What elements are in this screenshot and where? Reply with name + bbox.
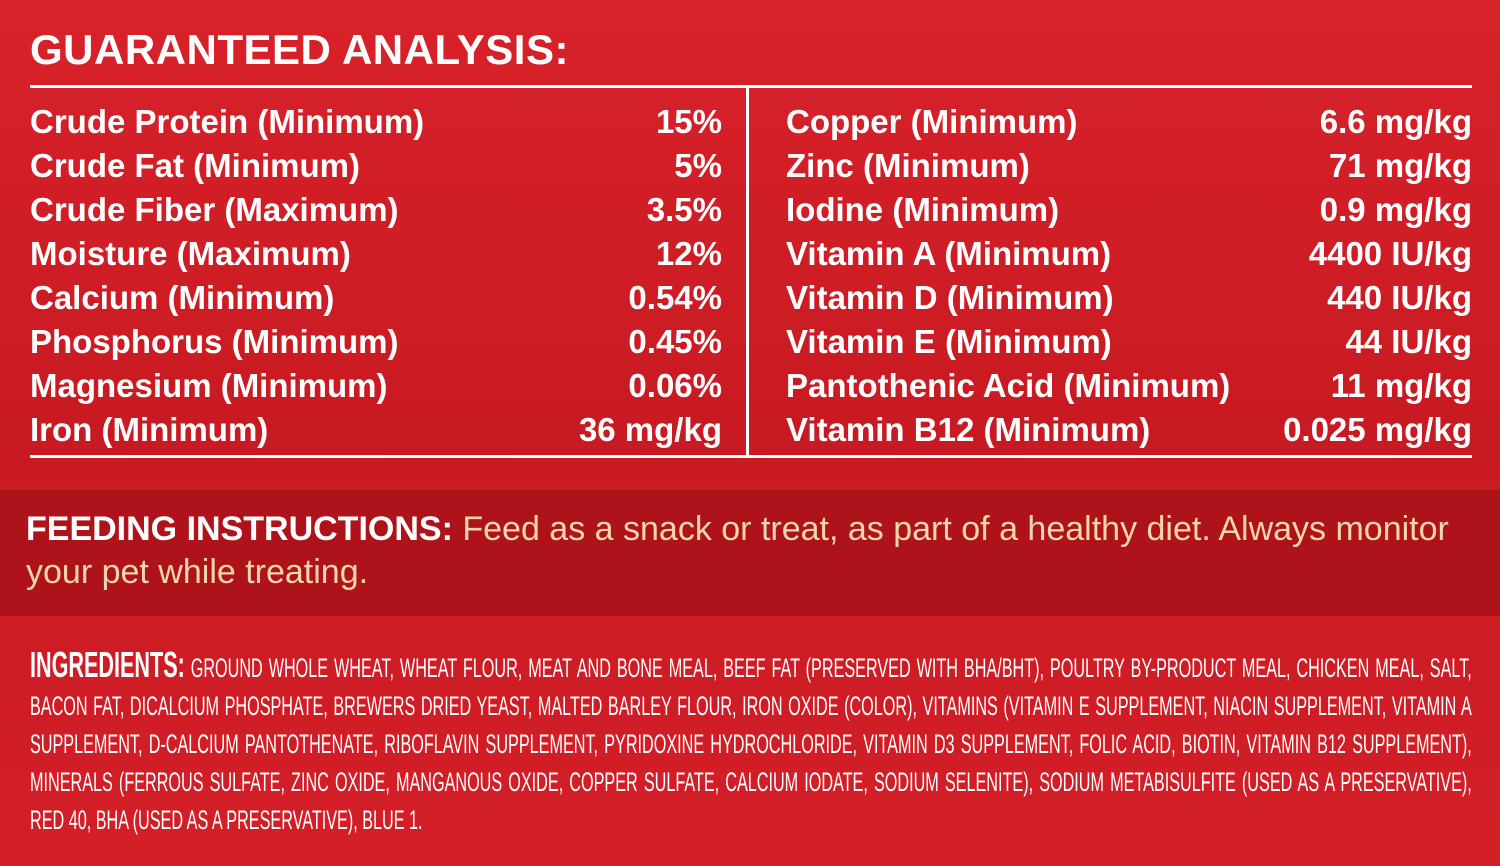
nutrient-value: 4400 IU/kg <box>1308 235 1472 272</box>
ingredients-label: INGREDIENTS: <box>30 646 185 685</box>
nutrient-name: Vitamin A (Minimum) <box>786 235 1112 272</box>
nutrient-value: 0.9 mg/kg <box>1319 191 1472 228</box>
nutrient-value: 36 mg/kg <box>578 411 722 448</box>
right-column: Copper (Minimum) 6.6 mg/kg Zinc (Minimum) 7… <box>786 100 1472 452</box>
analysis-row: Vitamin E (Minimum) 44 IU/kg <box>786 320 1472 364</box>
nutrient-name: Pantothenic Acid (Minimum) <box>786 367 1231 404</box>
nutrient-value: 0.54% <box>628 279 722 316</box>
nutrient-name: Zinc (Minimum) <box>786 147 1030 184</box>
analysis-title: GUARANTEED ANALYSIS: <box>30 26 569 73</box>
left-column: Crude Protein (Minimum) 15% Crude Fat (Min… <box>30 100 722 452</box>
nutrient-value: 0.45% <box>628 323 722 360</box>
analysis-row: Crude Protein (Minimum) 15% <box>30 100 722 144</box>
feeding-label: FEEDING INSTRUCTIONS: <box>26 510 453 548</box>
nutrient-name: Vitamin E (Minimum) <box>786 323 1112 360</box>
analysis-row: Iron (Minimum) 36 mg/kg <box>30 408 722 452</box>
nutrient-value: 6.6 mg/kg <box>1319 103 1472 140</box>
divider <box>746 88 749 455</box>
nutrient-value: 0.025 mg/kg <box>1283 411 1472 448</box>
nutrient-value: 44 IU/kg <box>1345 323 1472 360</box>
feeding-band: FEEDING INSTRUCTIONS: Feed as a snack or… <box>0 490 1500 616</box>
nutrient-name: Calcium (Minimum) <box>30 279 335 316</box>
analysis-row: Vitamin B12 (Minimum) 0.025 mg/kg <box>786 408 1472 452</box>
analysis-row: Pantothenic Acid (Minimum) 11 mg/kg <box>786 364 1472 408</box>
nutrient-name: Moisture (Maximum) <box>30 235 351 272</box>
nutrient-name: Crude Fat (Minimum) <box>30 147 360 184</box>
analysis-row: Vitamin D (Minimum) 440 IU/kg <box>786 276 1472 320</box>
analysis-row: Zinc (Minimum) 71 mg/kg <box>786 144 1472 188</box>
analysis-row: Calcium (Minimum) 0.54% <box>30 276 722 320</box>
nutrient-value: 0.06% <box>628 367 722 404</box>
analysis-row: Moisture (Maximum) 12% <box>30 232 722 276</box>
analysis-row: Vitamin A (Minimum) 4400 IU/kg <box>786 232 1472 276</box>
nutrient-value: 11 mg/kg <box>1330 367 1472 404</box>
ingredients: INGREDIENTS: GROUND WHOLE WHEAT, WHEAT F… <box>30 646 1472 846</box>
nutrient-name: Phosphorus (Minimum) <box>30 323 399 360</box>
nutrient-name: Crude Protein (Minimum) <box>30 103 425 140</box>
analysis-row: Iodine (Minimum) 0.9 mg/kg <box>786 188 1472 232</box>
nutrient-name: Magnesium (Minimum) <box>30 367 388 404</box>
nutrient-value: 15% <box>655 103 722 140</box>
nutrient-name: Vitamin B12 (Minimum) <box>786 411 1151 448</box>
ingredients-body: INGREDIENTS: GROUND WHOLE WHEAT, WHEAT F… <box>30 646 1472 839</box>
analysis-row: Crude Fat (Minimum) 5% <box>30 144 722 188</box>
nutrient-name: Copper (Minimum) <box>786 103 1078 140</box>
ingredients-text: GROUND WHOLE WHEAT, WHEAT FLOUR, MEAT AN… <box>30 653 1472 835</box>
nutrient-name: Vitamin D (Minimum) <box>786 279 1114 316</box>
analysis-row: Magnesium (Minimum) 0.06% <box>30 364 722 408</box>
nutrient-name: Iodine (Minimum) <box>786 191 1060 228</box>
analysis-row: Crude Fiber (Maximum) 3.5% <box>30 188 722 232</box>
feeding-text: Feed as a snack or treat, as part of a h… <box>26 510 1449 591</box>
analysis-row: Copper (Minimum) 6.6 mg/kg <box>786 100 1472 144</box>
analysis-table: Crude Protein (Minimum) 15% Crude Fat (Min… <box>30 85 1472 458</box>
nutrient-value: 5% <box>674 147 722 184</box>
nutrient-value: 440 IU/kg <box>1327 279 1472 316</box>
analysis-row: Phosphorus (Minimum) 0.45% <box>30 320 722 364</box>
nutrient-name: Iron (Minimum) <box>30 411 269 448</box>
nutrient-name: Crude Fiber (Maximum) <box>30 191 399 228</box>
nutrient-value: 3.5% <box>646 191 722 228</box>
nutrient-value: 71 mg/kg <box>1328 147 1472 184</box>
nutrient-value: 12% <box>655 235 722 272</box>
